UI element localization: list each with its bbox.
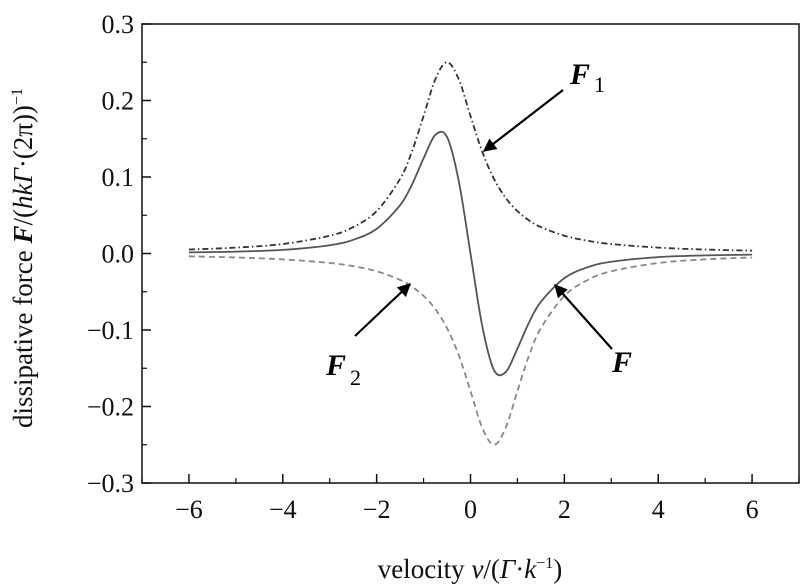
annotation-f: F: [611, 346, 632, 379]
x-tick-label: −6: [175, 495, 203, 524]
x-tick-label: 0: [464, 495, 477, 524]
x-tick-label: 2: [558, 495, 571, 524]
x-tick-label: −2: [363, 495, 391, 524]
x-tick-label: 6: [746, 495, 759, 524]
y-tick-label: −0.3: [87, 469, 134, 498]
y-tick-label: 0.2: [102, 87, 135, 116]
y-tick-label: 0.0: [102, 240, 135, 269]
series-f-line: [188, 130, 753, 377]
axis-ticks: −6 −4 −2 0 2 4 6 0.3 0.2 0.1 0.0 −0.1 −0.2 −0.3: [87, 10, 800, 524]
curves: [188, 61, 753, 446]
arrow-f2: [354, 283, 411, 337]
x-axis-title: velocity v/(Γ·k−1): [378, 554, 563, 584]
x-tick-label: −4: [269, 495, 297, 524]
y-tick-label: 0.3: [102, 10, 135, 39]
series-f2-line: [188, 255, 753, 446]
series-f1-line: [188, 61, 753, 252]
plot-frame: [141, 23, 800, 484]
y-tick-label: −0.1: [87, 316, 134, 345]
y-tick-label: 0.1: [102, 163, 135, 192]
arrow-f1: [482, 89, 564, 152]
y-tick-label: −0.2: [87, 393, 134, 422]
x-tick-label: 4: [652, 495, 665, 524]
arrow-f: [554, 284, 613, 350]
y-axis-title: dissipative force F/(hkΓ·(2π))−1: [8, 88, 38, 428]
